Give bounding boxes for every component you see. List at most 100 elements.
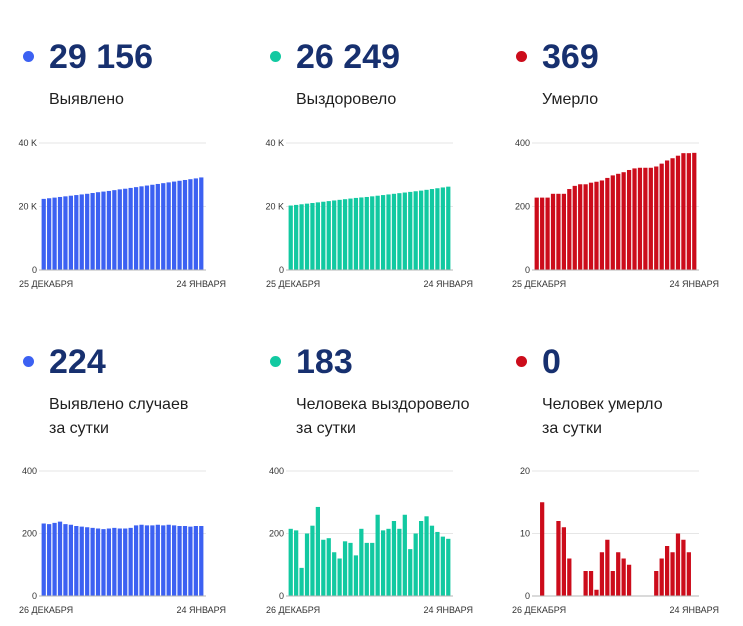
bar	[299, 204, 304, 270]
bar	[605, 177, 610, 270]
bar	[583, 184, 588, 270]
bar	[90, 527, 95, 596]
stat-label: Человека выздоровело	[296, 396, 470, 413]
bar	[68, 195, 74, 270]
bar	[540, 197, 545, 270]
bar	[391, 521, 397, 596]
stat-value: 29 156	[49, 38, 153, 76]
bar	[315, 202, 321, 270]
bar	[408, 191, 413, 270]
bar	[429, 525, 435, 596]
bar	[57, 196, 63, 270]
bar	[353, 555, 359, 596]
bar	[440, 536, 445, 596]
bar	[654, 571, 659, 596]
bar	[52, 522, 57, 596]
bar	[155, 524, 160, 596]
bar	[47, 198, 52, 270]
bar	[364, 542, 369, 596]
bar	[95, 192, 101, 270]
y-tick-label: 0	[279, 265, 284, 275]
bar	[188, 179, 193, 270]
bar	[605, 539, 610, 596]
bar	[90, 193, 95, 270]
y-tick-label: 20 K	[18, 202, 37, 212]
bar-chart: 0 20 K 40 K 25 ДЕКАБРЯ 24 ЯНВАРЯ	[265, 138, 473, 289]
bar-chart: 0 10 20 26 ДЕКАБРЯ 24 ЯНВАРЯ	[512, 466, 719, 615]
y-tick-label: 40 K	[265, 138, 284, 148]
bar	[572, 185, 577, 270]
bar	[144, 185, 150, 270]
bar	[128, 187, 133, 270]
bar	[418, 190, 424, 270]
bar	[567, 558, 572, 596]
bar	[391, 193, 397, 270]
bar	[659, 163, 664, 270]
y-tick-label: 10	[520, 529, 530, 539]
bar-chart: 0 200 400 26 ДЕКАБРЯ 24 ЯНВАРЯ	[19, 466, 226, 615]
bar-chart: 0 200 400 25 ДЕКАБРЯ 24 ЯНВАРЯ	[512, 138, 719, 289]
bar	[337, 199, 342, 270]
stat-value: 369	[542, 38, 599, 76]
bar	[364, 196, 369, 270]
bar	[106, 190, 112, 270]
bar	[41, 198, 46, 270]
bar	[610, 571, 615, 596]
x-tick-label-start: 26 ДЕКАБРЯ	[512, 605, 566, 615]
bar	[440, 187, 445, 270]
legend-dot	[23, 51, 34, 62]
y-tick-label: 200	[269, 529, 284, 539]
bar	[370, 196, 375, 270]
bar	[397, 193, 402, 270]
bar	[47, 524, 52, 596]
bar	[155, 183, 160, 270]
bar	[310, 203, 315, 270]
bar	[188, 526, 193, 596]
bar	[74, 526, 79, 596]
y-tick-label: 200	[515, 202, 530, 212]
legend-dot	[516, 51, 527, 62]
bar	[193, 178, 198, 270]
bar	[85, 527, 90, 596]
bar	[288, 528, 293, 596]
bar	[643, 167, 648, 270]
x-tick-label-start: 26 ДЕКАБРЯ	[266, 605, 320, 615]
bar	[632, 168, 637, 270]
bar	[556, 521, 561, 596]
bar	[166, 182, 171, 270]
bar	[112, 527, 117, 596]
stat-label: за сутки	[542, 420, 602, 437]
bar	[408, 549, 413, 596]
y-tick-label: 40 K	[18, 138, 37, 148]
y-tick-label: 0	[525, 591, 530, 601]
bar	[550, 193, 556, 270]
bar-chart: 0 20 K 40 K 25 ДЕКАБРЯ 24 ЯНВАРЯ	[18, 138, 226, 289]
bar	[626, 564, 632, 596]
bar	[123, 528, 128, 596]
bar	[413, 191, 418, 270]
bar	[85, 193, 90, 270]
bar	[342, 541, 348, 596]
x-tick-label-end: 24 ЯНВАРЯ	[176, 279, 226, 289]
bar	[380, 530, 386, 596]
stat-label: Выздоровело	[296, 91, 397, 108]
x-tick-label-end: 24 ЯНВАРЯ	[423, 605, 473, 615]
bar	[106, 528, 112, 596]
bar	[182, 179, 188, 270]
bar	[79, 526, 84, 596]
stat-label: Выявлено	[49, 91, 124, 108]
bar	[144, 525, 150, 596]
bar	[101, 529, 106, 596]
bar	[610, 175, 615, 270]
bar	[101, 191, 106, 270]
x-tick-label-end: 24 ЯНВАРЯ	[669, 605, 719, 615]
bar	[561, 193, 567, 270]
bar	[429, 189, 435, 270]
bar	[342, 199, 348, 270]
y-tick-label: 20 K	[265, 202, 284, 212]
bar	[545, 197, 550, 270]
stat-value: 0	[542, 343, 561, 381]
stat-label: за сутки	[296, 420, 356, 437]
y-tick-label: 0	[279, 591, 284, 601]
y-tick-label: 400	[22, 466, 37, 476]
